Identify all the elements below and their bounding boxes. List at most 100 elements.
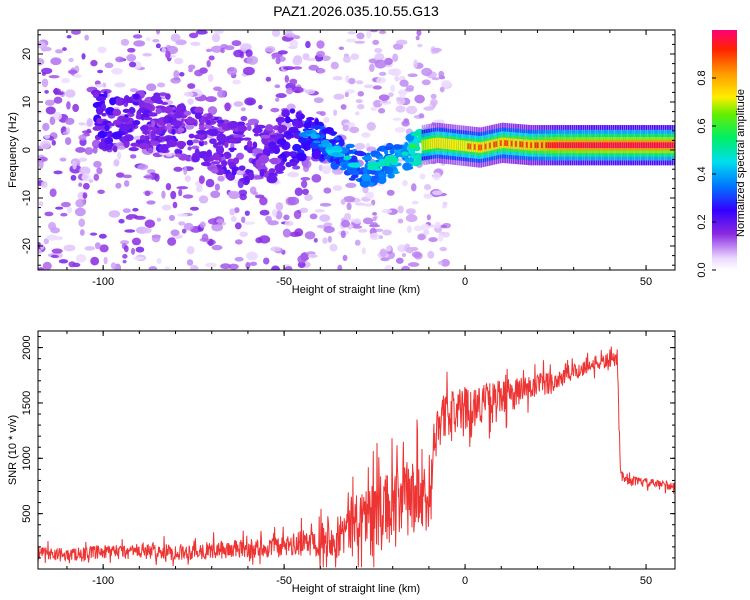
signal-blob: [342, 163, 347, 170]
signal-blob: [298, 138, 308, 144]
signal-blob: [219, 153, 224, 158]
noise-blob: [156, 217, 162, 222]
noise-blob: [292, 66, 303, 70]
signal-blob: [253, 132, 260, 137]
noise-blob: [346, 202, 352, 211]
signal-blob: [374, 174, 380, 181]
band-segment: [430, 138, 433, 150]
noise-blob: [93, 160, 102, 168]
noise-blob: [343, 195, 356, 203]
noise-blob: [71, 30, 81, 35]
noise-blob: [274, 84, 281, 89]
noise-blob: [146, 83, 157, 92]
band-segment: [443, 138, 446, 149]
noise-blob: [44, 99, 55, 106]
signal-blob: [200, 116, 206, 125]
signal-blob: [95, 96, 107, 102]
colorbar-tick-label: 0.4: [696, 166, 708, 181]
noise-blob: [354, 142, 366, 150]
spectrogram-x-tick-label: 0: [462, 276, 468, 288]
noise-blob: [258, 235, 271, 244]
noise-blob: [417, 43, 423, 48]
noise-blob: [111, 67, 123, 75]
signal-blob: [123, 134, 134, 142]
band-segment: [421, 139, 424, 151]
band-segment: [436, 137, 439, 149]
signal-blob: [194, 112, 202, 120]
signal-blob: [194, 148, 200, 157]
noise-blob: [190, 264, 199, 270]
noise-blob: [354, 40, 366, 44]
signal-blob: [128, 147, 139, 152]
noise-blob: [370, 106, 377, 112]
noise-blob: [132, 34, 143, 39]
signal-blob: [265, 124, 274, 132]
signal-blob: [413, 154, 423, 162]
signal-blob: [245, 122, 253, 126]
noise-blob: [40, 243, 45, 250]
noise-blob: [129, 88, 138, 93]
noise-blob: [265, 76, 272, 82]
snr-y-tick-label: 1500: [21, 391, 33, 415]
noise-blob: [354, 202, 366, 206]
noise-blob: [332, 76, 343, 81]
noise-blob: [210, 45, 223, 53]
noise-blob: [433, 119, 446, 124]
signal-blob: [410, 150, 416, 157]
noise-blob: [195, 30, 208, 35]
noise-blob: [394, 76, 400, 82]
signal-blob: [109, 97, 117, 106]
noise-blob: [176, 186, 189, 190]
noise-blob: [161, 204, 172, 211]
noise-blob: [114, 82, 126, 88]
noise-blob: [259, 196, 268, 206]
noise-blob: [304, 194, 313, 202]
noise-blob: [378, 108, 386, 114]
band-segment: [617, 142, 619, 149]
noise-blob: [271, 54, 276, 60]
noise-blob: [285, 87, 294, 95]
noise-blob: [183, 222, 194, 231]
snr-x-tick-label: -50: [276, 575, 292, 587]
band-segment: [623, 142, 626, 149]
noise-blob: [132, 256, 145, 260]
noise-blob: [53, 96, 63, 104]
signal-core: [312, 140, 320, 144]
signal-blob: [216, 119, 225, 124]
noise-blob: [117, 151, 122, 160]
signal-blob: [216, 133, 227, 143]
noise-blob: [198, 195, 209, 204]
noise-blob: [378, 235, 383, 239]
band-segment: [612, 142, 615, 149]
noise-blob: [355, 80, 364, 85]
noise-blob: [390, 84, 396, 93]
signal-blob: [252, 148, 264, 154]
noise-blob: [333, 93, 345, 100]
noise-blob: [432, 172, 441, 181]
noise-blob: [342, 254, 348, 262]
signal-blob: [377, 175, 387, 185]
signal-blob: [260, 134, 271, 139]
signal-core: [322, 144, 333, 148]
noise-blob: [89, 232, 98, 236]
noise-blob: [142, 227, 152, 234]
noise-blob: [350, 53, 360, 60]
noise-blob: [308, 64, 319, 71]
noise-blob: [405, 105, 418, 115]
noise-blob: [232, 79, 241, 85]
noise-blob: [316, 68, 326, 74]
signal-core: [331, 145, 342, 151]
noise-blob: [263, 257, 270, 265]
noise-blob: [73, 74, 82, 78]
noise-blob: [129, 154, 137, 159]
signal-blob: [228, 147, 237, 151]
signal-blob: [142, 109, 152, 118]
signal-blob: [288, 151, 298, 157]
signal-blob: [350, 174, 359, 179]
noise-blob: [267, 220, 279, 226]
noise-blob: [354, 111, 360, 116]
noise-blob: [402, 180, 408, 187]
noise-blob: [59, 157, 67, 162]
noise-blob: [134, 215, 146, 220]
